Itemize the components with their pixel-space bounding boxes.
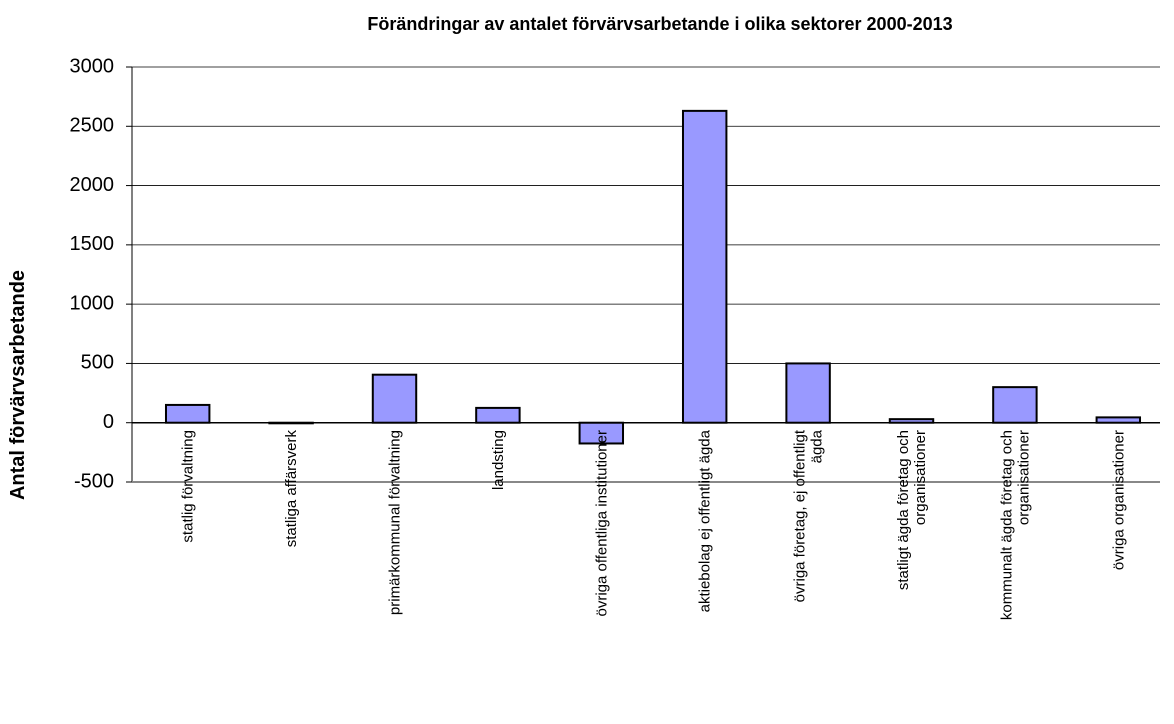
x-tick-label: landsting — [490, 430, 507, 490]
x-tick-label: statlig förvaltning — [180, 430, 197, 543]
x-tick-label: kommunalt ägda företag ochorganisationer — [998, 430, 1032, 620]
y-tick-label: 500 — [81, 352, 114, 374]
x-tick-label: övriga offentliga institutioner — [593, 430, 610, 617]
x-tick-line: aktiebolag ej offentligt ägda — [697, 429, 714, 612]
y-tick-label: 2000 — [70, 174, 115, 196]
y-tick-label: 2500 — [70, 115, 115, 137]
x-tick-line: statligt ägda företag och — [895, 430, 912, 590]
x-tick-line: statliga affärsverk — [283, 430, 300, 548]
x-tick-line: primärkommunal förvaltning — [387, 430, 404, 615]
y-axis-label: Antal förvärvsarbetande — [7, 270, 29, 500]
bar — [785, 362, 831, 424]
bar — [681, 109, 728, 424]
x-tick-label: aktiebolag ej offentligt ägda — [697, 429, 714, 612]
y-tick-label: -500 — [74, 470, 114, 492]
bar — [371, 373, 418, 424]
x-tick-label: statligt ägda företag ochorganisationer — [895, 430, 929, 590]
x-tick-line: kommunalt ägda företag och — [998, 430, 1015, 620]
x-tick-line: ägda — [809, 429, 826, 463]
x-tick-label: övriga företag, ej offentligtägda — [792, 429, 826, 602]
x-tick-line: landsting — [490, 430, 507, 490]
x-tick-line: övriga företag, ej offentligt — [792, 429, 809, 602]
bar — [164, 403, 211, 424]
x-tick-label: övriga organisationer — [1110, 430, 1127, 570]
chart-title: Förändringar av antalet förvärvsarbetand… — [367, 14, 952, 34]
bar — [475, 406, 521, 424]
x-tick-label: statliga affärsverk — [283, 430, 300, 548]
x-tick-line: övriga organisationer — [1110, 430, 1127, 570]
x-tick-line: statlig förvaltning — [180, 430, 197, 543]
x-tick-label: primärkommunal förvaltning — [387, 430, 404, 615]
y-tick-label: 3000 — [70, 55, 115, 77]
x-tick-line: övriga offentliga institutioner — [593, 430, 610, 617]
y-tick-label: 1000 — [70, 292, 115, 314]
x-tick-line: organisationer — [1015, 430, 1032, 525]
y-tick-label: 0 — [103, 411, 114, 433]
bar — [992, 386, 1038, 424]
bar — [1095, 416, 1142, 424]
x-tick-line: organisationer — [912, 430, 929, 525]
y-tick-label: 1500 — [70, 233, 115, 255]
